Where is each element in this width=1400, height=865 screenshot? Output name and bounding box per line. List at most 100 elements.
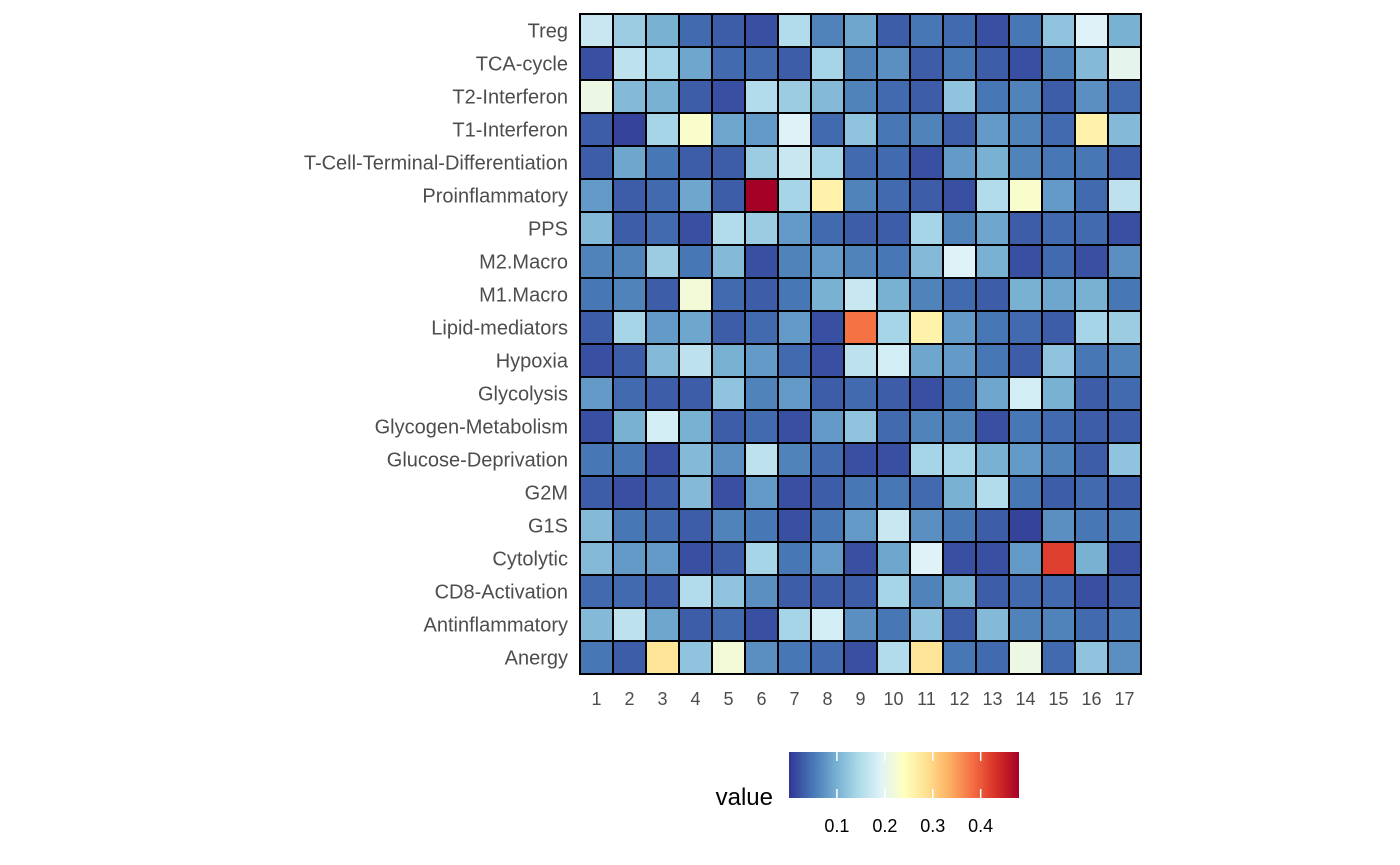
heatmap-cell <box>612 145 647 180</box>
heatmap-cell <box>1041 640 1076 675</box>
heatmap-cell <box>1107 79 1142 114</box>
row-label: Proinflammatory <box>422 186 568 208</box>
heatmap-cell <box>612 508 647 543</box>
heatmap-cell <box>1008 376 1043 411</box>
heatmap-cell <box>744 376 779 411</box>
heatmap-cell <box>711 508 746 543</box>
heatmap-cell <box>1074 409 1109 444</box>
heatmap-cell <box>1074 640 1109 675</box>
column-label: 1 <box>591 689 601 709</box>
heatmap-cell <box>975 442 1010 477</box>
heatmap-cell <box>777 376 812 411</box>
heatmap-cell <box>909 145 944 180</box>
heatmap-cell <box>975 607 1010 642</box>
row-label: Anergy <box>505 648 568 670</box>
heatmap-cell <box>1041 310 1076 345</box>
heatmap-cell <box>1074 310 1109 345</box>
heatmap-cell <box>579 13 614 48</box>
heatmap-cell <box>1041 211 1076 246</box>
row-label: G1S <box>528 516 568 538</box>
heatmap-cell <box>645 277 680 312</box>
heatmap-cell <box>810 541 845 576</box>
heatmap-cell <box>1008 343 1043 378</box>
heatmap-cell <box>645 244 680 279</box>
heatmap-cell <box>645 211 680 246</box>
heatmap-cell <box>843 46 878 81</box>
heatmap-cell <box>711 442 746 477</box>
legend-tick-label: 0.2 <box>872 816 897 836</box>
heatmap-cell <box>876 409 911 444</box>
heatmap-cell <box>1041 79 1076 114</box>
heatmap-cell <box>975 475 1010 510</box>
heatmap-cell <box>876 46 911 81</box>
heatmap-cell <box>909 607 944 642</box>
heatmap-cell <box>942 442 977 477</box>
legend-tick-label: 0.4 <box>968 816 993 836</box>
heatmap-cell <box>678 211 713 246</box>
column-label: 15 <box>1048 689 1068 709</box>
heatmap-cell <box>1008 574 1043 609</box>
heatmap-cell <box>711 475 746 510</box>
heatmap-cell <box>909 178 944 213</box>
heatmap-cell <box>777 343 812 378</box>
heatmap-cell <box>1107 442 1142 477</box>
heatmap-cell <box>1074 376 1109 411</box>
heatmap-cell <box>1041 607 1076 642</box>
heatmap-cell <box>612 640 647 675</box>
heatmap-cell <box>1107 178 1142 213</box>
heatmap-cell <box>1074 13 1109 48</box>
heatmap-cell <box>678 541 713 576</box>
color-legend: value 0.1 0.2 0.3 0.4 <box>716 752 1019 836</box>
heatmap-cell <box>678 442 713 477</box>
heatmap-cell <box>744 178 779 213</box>
heatmap-cell <box>711 145 746 180</box>
column-label: 13 <box>982 689 1002 709</box>
heatmap-cell <box>876 310 911 345</box>
heatmap-cell <box>942 46 977 81</box>
heatmap-cell <box>1074 178 1109 213</box>
heatmap-cell <box>975 343 1010 378</box>
heatmap-cell <box>1107 46 1142 81</box>
heatmap-cell <box>843 211 878 246</box>
heatmap-cell <box>711 574 746 609</box>
heatmap-cell <box>975 46 1010 81</box>
heatmap-cell <box>1074 541 1109 576</box>
heatmap-cell <box>777 574 812 609</box>
heatmap-cell <box>777 244 812 279</box>
heatmap-cell <box>645 574 680 609</box>
row-label: Lipid-mediators <box>431 318 568 340</box>
heatmap-cell <box>777 607 812 642</box>
heatmap-cell <box>711 211 746 246</box>
heatmap-cell <box>1041 178 1076 213</box>
legend-ticks: 0.1 0.2 0.3 0.4 <box>824 752 993 836</box>
heatmap-cell <box>777 475 812 510</box>
heatmap-cell <box>744 277 779 312</box>
heatmap-cell <box>843 574 878 609</box>
heatmap-cell <box>777 211 812 246</box>
heatmap-cell <box>777 277 812 312</box>
heatmap-cell <box>810 409 845 444</box>
heatmap-cell <box>744 343 779 378</box>
heatmap-cell <box>777 640 812 675</box>
heatmap-cell <box>843 112 878 147</box>
heatmap-cell <box>579 541 614 576</box>
heatmap-cell <box>975 541 1010 576</box>
heatmap-cell <box>843 640 878 675</box>
heatmap-cell <box>645 178 680 213</box>
heatmap-cell <box>711 13 746 48</box>
heatmap-cell <box>810 112 845 147</box>
heatmap-cell <box>678 310 713 345</box>
heatmap-cell <box>678 145 713 180</box>
heatmap-cell <box>1008 607 1043 642</box>
heatmap-cell <box>777 541 812 576</box>
heatmap-cell <box>645 409 680 444</box>
heatmap-cell <box>612 409 647 444</box>
heatmap-cell <box>909 13 944 48</box>
heatmap-cell <box>909 79 944 114</box>
column-label: 16 <box>1081 689 1101 709</box>
heatmap-cell <box>1107 13 1142 48</box>
row-label: Cytolytic <box>492 549 568 571</box>
heatmap-cell <box>612 442 647 477</box>
heatmap-cell <box>777 178 812 213</box>
